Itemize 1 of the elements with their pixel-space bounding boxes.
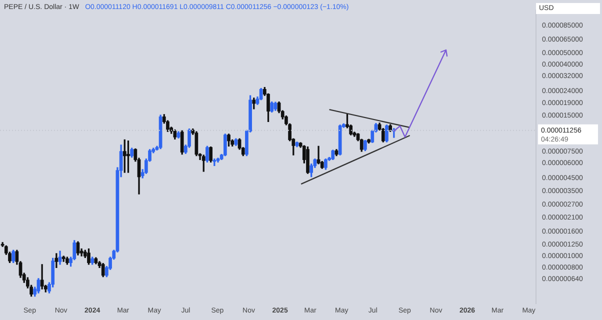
candlestick — [54, 253, 58, 268]
